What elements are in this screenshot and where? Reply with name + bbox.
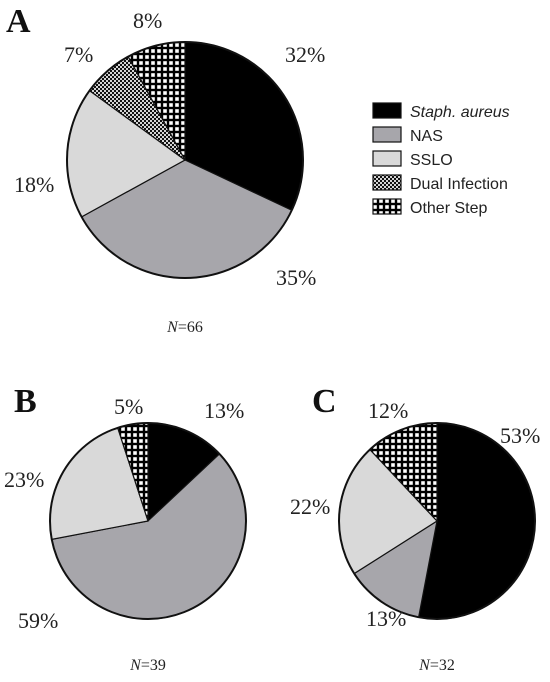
- n-label-c: N=32: [418, 657, 455, 674]
- legend-label-nas: NAS: [410, 128, 443, 145]
- n-label-a: N=66: [166, 319, 203, 336]
- data-label-sslo: 18%: [14, 172, 54, 197]
- data-label-other-step: 8%: [133, 8, 162, 33]
- legend-swatch-sslo: [372, 150, 402, 167]
- panel-letter-a: A: [6, 3, 31, 40]
- legend-label-dual-infection: Dual Infection: [410, 176, 508, 193]
- data-label-sslo: 23%: [4, 467, 44, 492]
- panel-letter-b: B: [14, 383, 37, 420]
- legend-swatch-other-step: [372, 198, 402, 215]
- legend-swatch-nas: [372, 126, 402, 143]
- data-label-sslo: 22%: [290, 494, 330, 519]
- data-label-other-step: 5%: [114, 394, 143, 419]
- data-label-nas: 35%: [276, 265, 316, 290]
- pie-chart-c: 53% 13% 22% 12%: [290, 398, 540, 631]
- data-label-other-step: 12%: [368, 398, 408, 423]
- legend-label-sslo: SSLO: [410, 152, 453, 169]
- data-label-nas: 13%: [366, 606, 406, 631]
- pie-chart-b: 13% 59% 23% 5%: [4, 394, 247, 633]
- data-label-staph-aureus: 32%: [285, 42, 325, 67]
- pie-outline: [66, 41, 304, 279]
- pie-outline: [338, 422, 536, 620]
- panel-a: A 32% 35% 18% 7% 8% N=66: [6, 3, 325, 336]
- legend-label-other-step: Other Step: [410, 200, 487, 217]
- panel-b: B 13% 59% 23% 5% N=39: [4, 383, 247, 674]
- n-label-b: N=39: [129, 657, 166, 674]
- legend-label-staph-aureus: Staph. aureus: [410, 104, 510, 121]
- data-label-nas: 59%: [18, 608, 58, 633]
- data-label-dual-infection: 7%: [64, 42, 93, 67]
- data-label-staph-aureus: 13%: [204, 398, 244, 423]
- pie-outline: [49, 422, 247, 620]
- panel-c: C 53% 13% 22% 12% N=32: [290, 383, 540, 674]
- legend-swatch-dual-infection: [372, 174, 402, 191]
- pie-chart-a: 32% 35% 18% 7% 8%: [14, 8, 325, 290]
- legend: Staph. aureus NAS SSLO Dual Infection Other …: [372, 102, 510, 217]
- data-label-staph-aureus: 53%: [500, 423, 540, 448]
- panel-letter-c: C: [312, 383, 337, 420]
- legend-swatch-staph-aureus: [372, 102, 402, 119]
